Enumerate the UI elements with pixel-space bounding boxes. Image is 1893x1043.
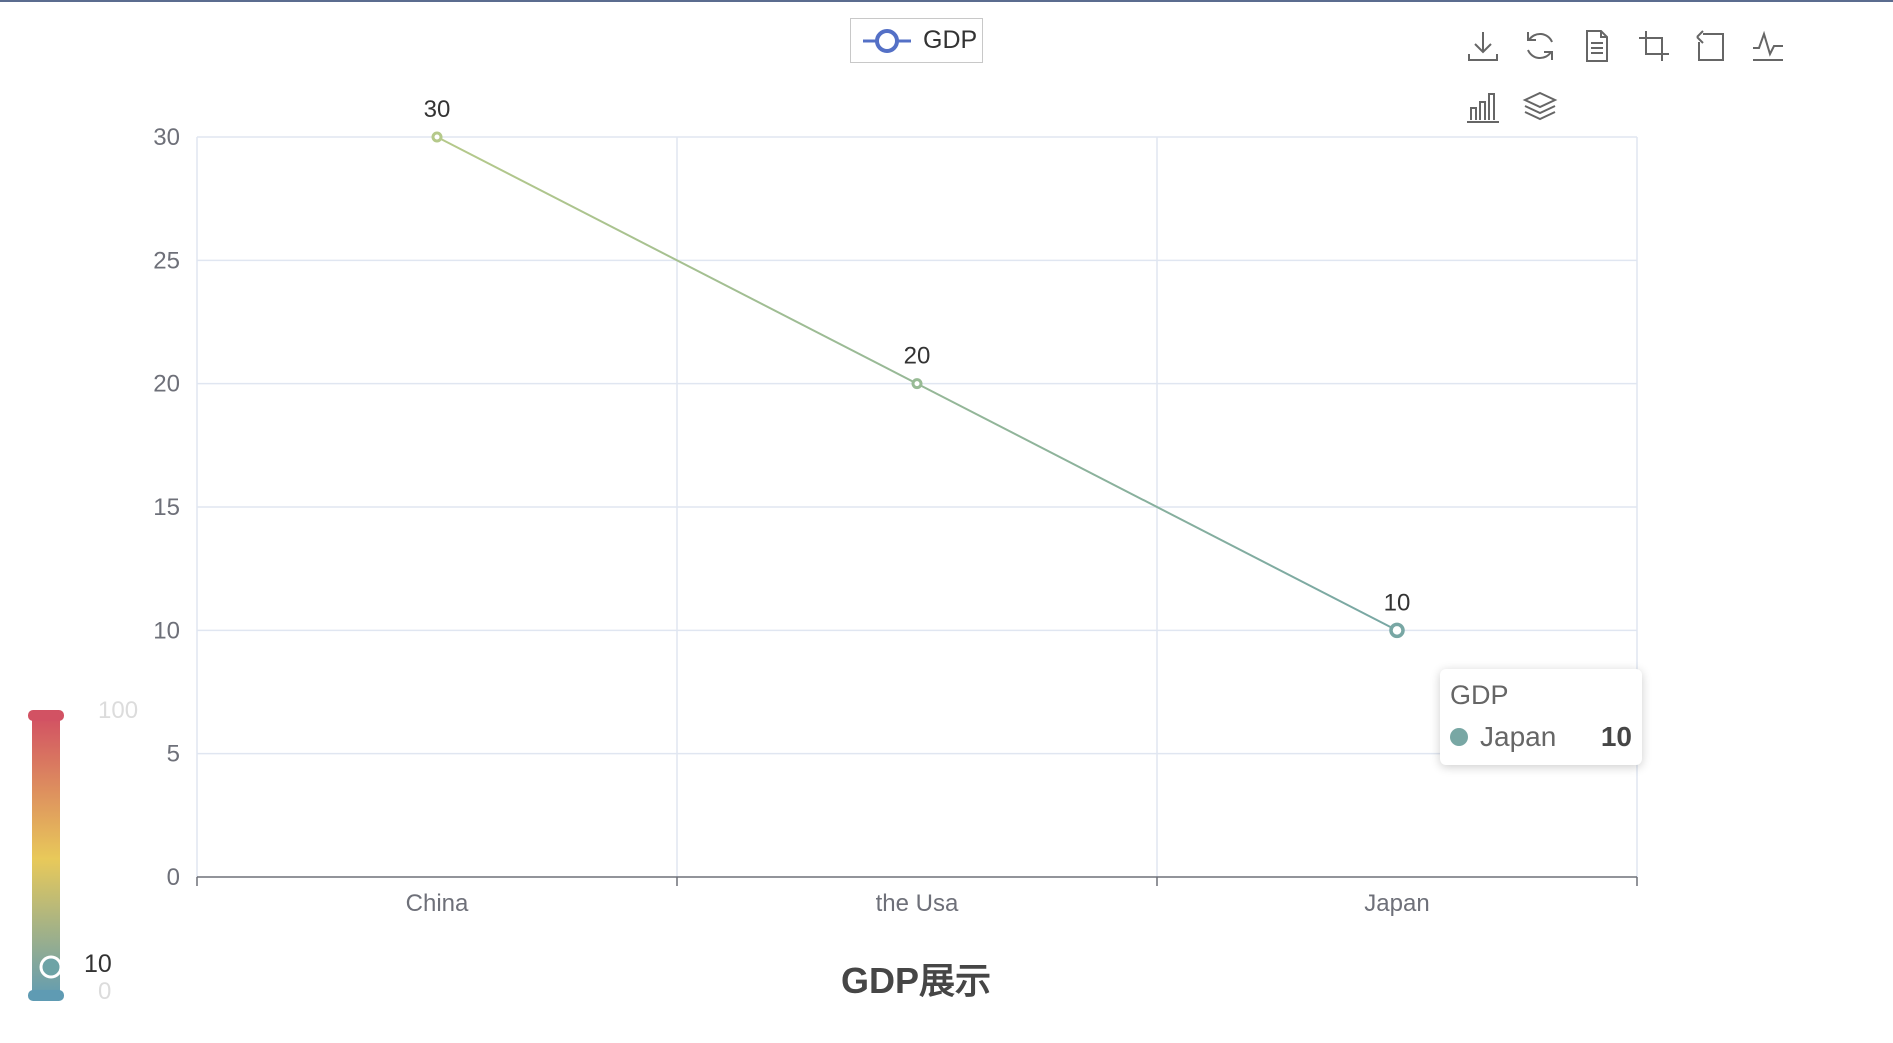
zoom-icon[interactable]: [1636, 28, 1672, 64]
tooltip-value: 10: [1600, 721, 1632, 752]
tooltip-row: Japan 10: [1450, 721, 1632, 753]
legend[interactable]: GDP: [850, 18, 983, 63]
visual-map-bar: [32, 718, 60, 1000]
tooltip-title: GDP: [1450, 680, 1509, 710]
bar-switch-icon[interactable]: [1465, 88, 1501, 124]
chart-title: GDP展示: [840, 960, 991, 1001]
grid-lines: [196, 136, 1638, 877]
y-tick-label: 0: [167, 864, 180, 891]
visual-map-current-label: 10: [84, 950, 112, 978]
legend-line-icon: [863, 28, 911, 53]
top-border: [0, 0, 1893, 2]
data-label: 30: [424, 96, 451, 123]
data-label: 20: [904, 343, 931, 370]
y-tick-label: 25: [153, 247, 180, 274]
x-tick-label: China: [406, 890, 469, 917]
legend-label: GDP: [923, 26, 978, 54]
tooltip-marker: [1450, 728, 1468, 746]
x-tick-label: the Usa: [876, 890, 959, 917]
y-tick-label: 20: [153, 371, 180, 398]
y-tick-label: 10: [153, 617, 180, 644]
zoom-reset-icon[interactable]: [1693, 28, 1729, 64]
data-point[interactable]: [911, 378, 923, 390]
stack-icon[interactable]: [1522, 88, 1558, 124]
x-tick-label: Japan: [1364, 890, 1429, 917]
visual-map-max-label: 100: [98, 697, 139, 724]
axes: 0 5 10 15 20 25 30 China the Usa Japan: [153, 124, 1638, 917]
line-switch-icon[interactable]: [1750, 28, 1786, 64]
visual-map-indicator: [39, 955, 63, 979]
tooltip: GDP Japan 10: [1440, 669, 1642, 765]
visual-map[interactable]: [20, 700, 140, 1010]
toolbox: [1465, 28, 1795, 128]
y-tick-label: 5: [167, 741, 180, 768]
visual-map-min-handle[interactable]: [28, 990, 64, 1001]
data-point[interactable]: [1389, 622, 1405, 639]
tooltip-category: Japan: [1480, 721, 1557, 752]
data-view-icon[interactable]: [1579, 28, 1615, 64]
visual-map-max-handle[interactable]: [28, 710, 64, 721]
refresh-icon[interactable]: [1522, 28, 1558, 64]
y-tick-label: 30: [153, 124, 180, 151]
data-labels: 30 20 10: [424, 96, 1411, 616]
visual-map-min-label: 0: [98, 978, 112, 1005]
y-tick-label: 15: [153, 494, 180, 521]
data-point[interactable]: [431, 131, 443, 143]
download-icon[interactable]: [1465, 28, 1501, 64]
data-label: 10: [1384, 589, 1411, 616]
series-gdp: [431, 131, 1405, 639]
